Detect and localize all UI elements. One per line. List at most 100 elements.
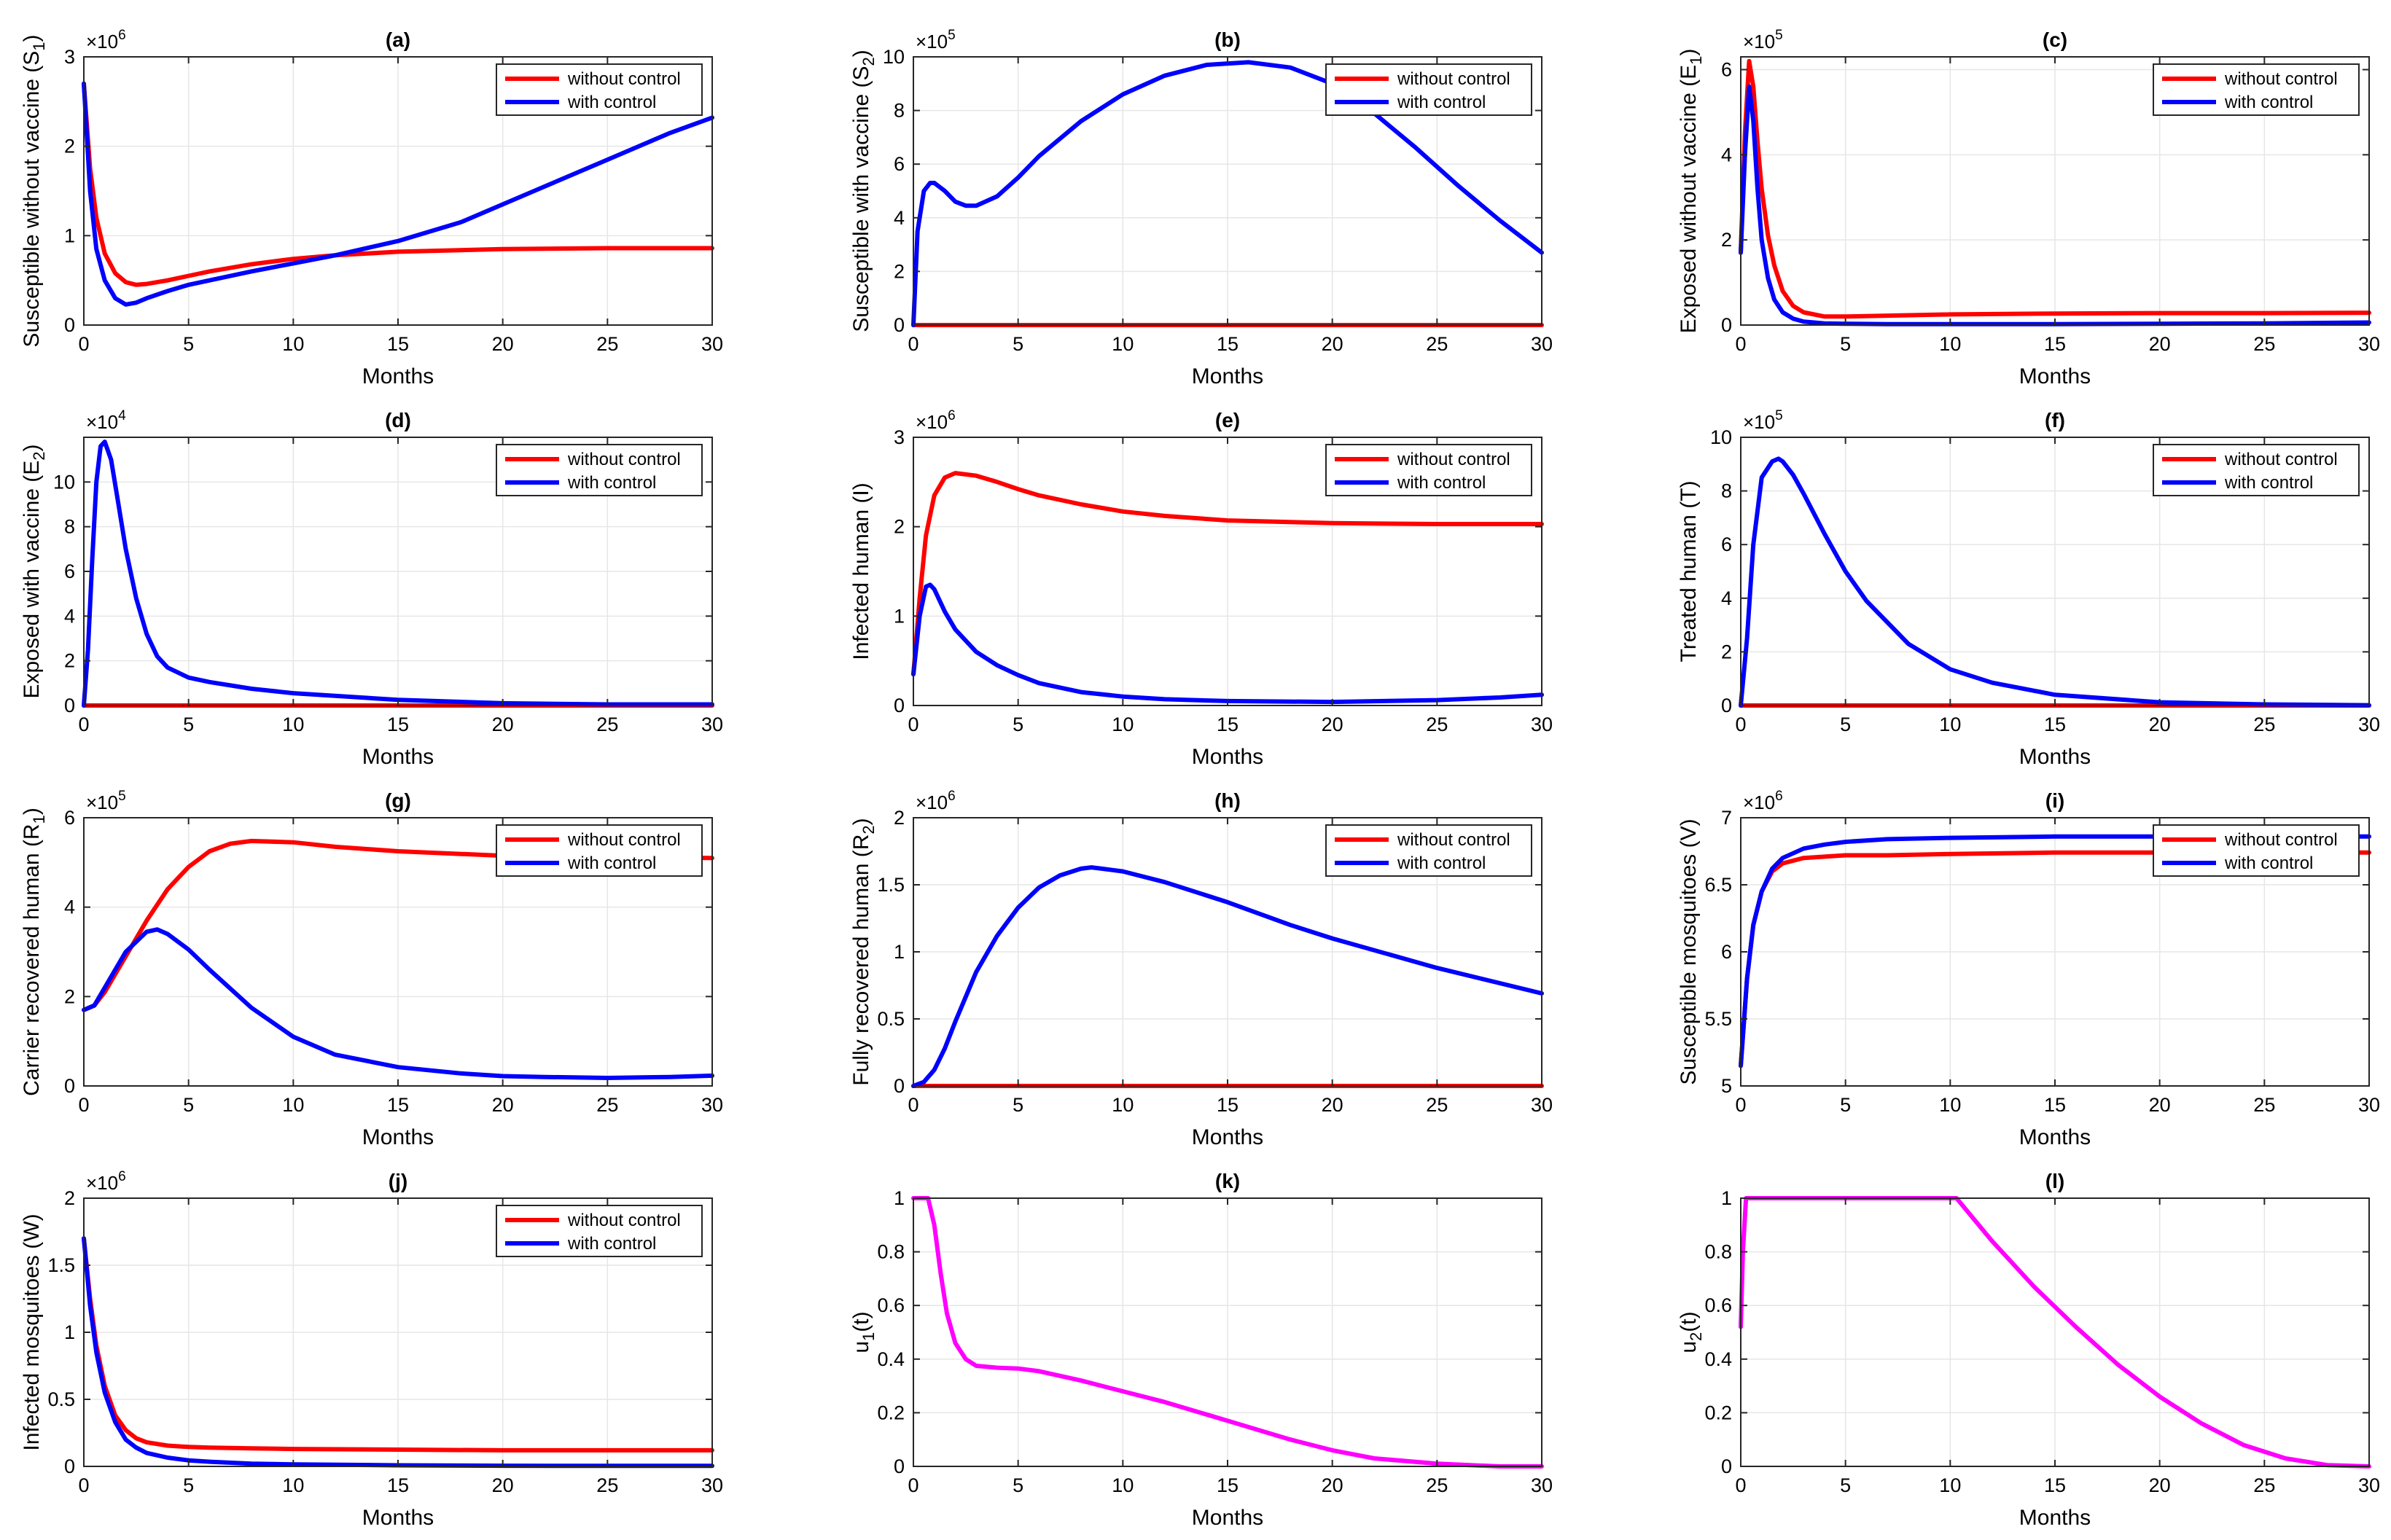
x-tick-label: 20 xyxy=(492,333,514,355)
series-line-without-control xyxy=(1739,58,2371,319)
chart-panel-j: 0 5 10 15 20 25 30 0 0.5 1 1.5 2 ×106 (j) Months Infect… xyxy=(20,1169,723,1530)
x-tick-label: 20 xyxy=(492,1094,514,1116)
y-tick-label: 10 xyxy=(883,46,905,68)
legend: without control with control xyxy=(2153,824,2360,877)
series-line-with-control xyxy=(911,865,1544,1088)
x-tick-label: 10 xyxy=(1939,1474,1961,1496)
legend-label: without control xyxy=(2224,69,2338,89)
x-tick-label: 30 xyxy=(701,714,723,735)
legend: without control with control xyxy=(496,444,703,496)
y-axis-label: u2(t) xyxy=(1677,1311,1705,1353)
y-tick-label: 6 xyxy=(64,807,75,829)
y-tick-label: 2 xyxy=(1721,641,1732,662)
x-tick-label: 5 xyxy=(183,1474,194,1496)
x-axis-label: Months xyxy=(362,364,434,388)
legend: without control with control xyxy=(1325,444,1532,496)
x-tick-label: 0 xyxy=(1735,1474,1746,1496)
series-line-with-control xyxy=(1739,834,2371,1068)
legend-label: without control xyxy=(567,1211,681,1230)
x-tick-label: 15 xyxy=(387,714,409,735)
y-tick-label: 6 xyxy=(64,560,75,582)
x-tick-label: 25 xyxy=(596,333,618,355)
y-tick-label: 4 xyxy=(64,896,75,918)
x-axis-label: Months xyxy=(362,1125,434,1149)
y-tick-label: 0 xyxy=(894,314,905,336)
y-tick-label: 0 xyxy=(894,1075,905,1097)
axis-exponent: ×106 xyxy=(916,408,956,433)
x-axis-label: Months xyxy=(2019,1125,2091,1149)
y-tick-label: 8 xyxy=(894,100,905,122)
chart-panel-c: 0 5 10 15 20 25 30 0 2 4 6 ×105 (c) Months Exposed wit… xyxy=(1677,28,2380,388)
x-tick-label: 25 xyxy=(596,1474,618,1496)
y-tick-label: 2 xyxy=(894,807,905,829)
y-tick-label: 4 xyxy=(894,207,905,229)
y-tick-label: 1 xyxy=(64,224,75,246)
x-tick-label: 10 xyxy=(282,714,304,735)
x-tick-label: 0 xyxy=(78,714,89,735)
x-tick-label: 15 xyxy=(1217,333,1239,355)
x-tick-label: 0 xyxy=(1735,333,1746,355)
legend-label: without control xyxy=(567,830,681,850)
x-axis-label: Months xyxy=(2019,1506,2091,1530)
x-tick-label: 15 xyxy=(2044,333,2066,355)
y-axis-label: Susceptible with vaccine (S2) xyxy=(849,50,878,332)
x-tick-label: 10 xyxy=(1112,1474,1134,1496)
x-tick-label: 25 xyxy=(596,1094,618,1116)
axis-exponent: ×105 xyxy=(1743,408,1783,433)
axis-exponent: ×104 xyxy=(86,408,126,433)
chart-title: (f) xyxy=(2045,409,2065,431)
x-tick-label: 0 xyxy=(78,333,89,355)
y-tick-label: 5 xyxy=(1721,1075,1732,1097)
x-tick-label: 25 xyxy=(596,714,618,735)
y-tick-label: 2 xyxy=(894,260,905,282)
y-axis-label: Infected mosquitoes (W) xyxy=(20,1213,44,1450)
x-tick-label: 30 xyxy=(2358,1474,2380,1496)
y-tick-label: 4 xyxy=(1721,144,1732,165)
y-tick-label: 1.5 xyxy=(877,874,905,896)
chart-panel-e: 0 5 10 15 20 25 30 0 1 2 3 ×106 (e) Months Infected hu… xyxy=(849,408,1553,769)
legend-label: with control xyxy=(1397,93,1486,112)
chart-title: (l) xyxy=(2045,1170,2064,1192)
legend: without control with control xyxy=(496,63,703,116)
x-tick-label: 10 xyxy=(282,1474,304,1496)
x-tick-label: 5 xyxy=(1840,333,1851,355)
axis-exponent: ×105 xyxy=(86,789,126,813)
chart-title: (b) xyxy=(1214,28,1241,51)
legend-label: with control xyxy=(1397,473,1486,493)
y-tick-label: 0.6 xyxy=(877,1294,905,1316)
x-tick-label: 10 xyxy=(1939,1094,1961,1116)
y-tick-label: 1 xyxy=(64,1321,75,1343)
x-tick-label: 20 xyxy=(2149,714,2171,735)
legend-box xyxy=(496,824,703,877)
y-tick-label: 10 xyxy=(53,471,75,493)
series-line-without-control xyxy=(911,471,1544,677)
x-tick-label: 20 xyxy=(1322,1094,1343,1116)
legend-box xyxy=(2153,444,2360,496)
y-tick-label: 0 xyxy=(64,314,75,336)
x-tick-label: 30 xyxy=(1531,1094,1553,1116)
x-tick-label: 20 xyxy=(2149,333,2171,355)
y-tick-label: 6 xyxy=(894,153,905,175)
y-tick-label: 4 xyxy=(1721,587,1732,609)
chart-panel-l: 0 5 10 15 20 25 30 0 0.2 0.4 0.6 0.8 1 (l) Months u2(t) xyxy=(1677,1170,2380,1530)
chart-panel-g: 0 5 10 15 20 25 30 0 2 4 6 ×105 (g) Months Carrier rec… xyxy=(20,789,723,1149)
x-tick-label: 10 xyxy=(1939,333,1961,355)
x-tick-label: 0 xyxy=(78,1094,89,1116)
y-tick-label: 0.5 xyxy=(47,1388,75,1410)
x-tick-label: 0 xyxy=(908,714,918,735)
x-tick-label: 25 xyxy=(2253,333,2275,355)
y-tick-label: 0.5 xyxy=(877,1008,905,1030)
chart-title: (k) xyxy=(1215,1170,1240,1192)
y-tick-label: 0 xyxy=(894,695,905,716)
x-tick-label: 15 xyxy=(2044,1094,2066,1116)
x-tick-label: 20 xyxy=(492,1474,514,1496)
x-axis-label: Months xyxy=(1192,745,1263,769)
y-tick-label: 1 xyxy=(894,605,905,627)
y-tick-label: 2 xyxy=(894,516,905,538)
y-tick-label: 1.5 xyxy=(47,1254,75,1276)
legend-box xyxy=(496,1205,703,1257)
x-tick-label: 10 xyxy=(282,1094,304,1116)
y-tick-label: 0.8 xyxy=(1704,1241,1732,1263)
axis-exponent: ×106 xyxy=(916,789,956,813)
y-axis-label: Infected human (I) xyxy=(849,482,873,660)
